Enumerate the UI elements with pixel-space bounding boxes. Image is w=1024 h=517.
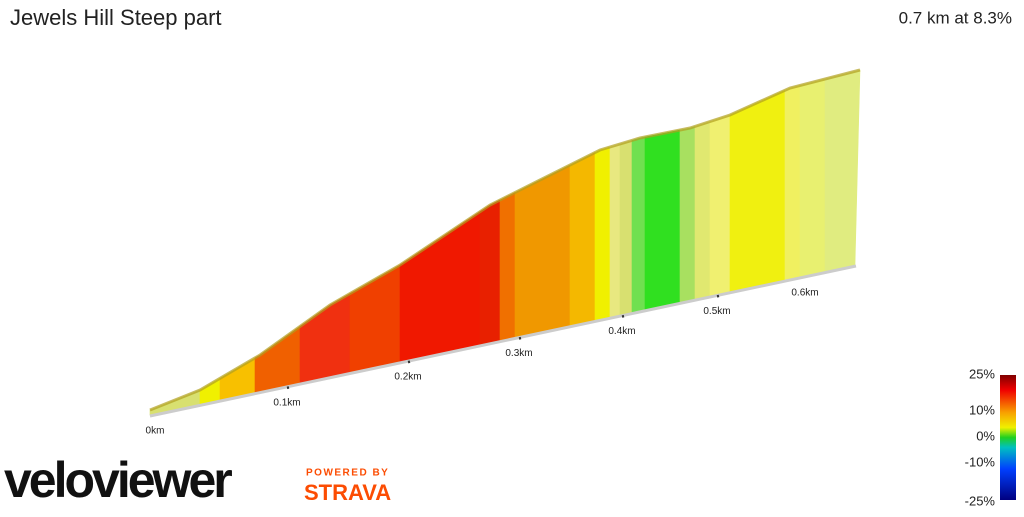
distance-label: 0.1km — [273, 397, 300, 408]
gradient-strip — [350, 265, 400, 372]
scale-label: 25% — [969, 366, 995, 381]
gradient-strip — [785, 85, 800, 279]
gradient-strip — [610, 144, 620, 317]
gradient-strip — [680, 126, 695, 302]
distance-label: 0.3km — [505, 348, 532, 359]
logo: veloviewer — [4, 452, 232, 508]
scale-label: 0% — [976, 428, 995, 443]
scale-label: 10% — [969, 402, 995, 417]
gradient-strip — [500, 193, 515, 341]
gradient-strip — [255, 326, 300, 392]
gradient-strip — [800, 79, 825, 277]
gradient-strip — [632, 137, 645, 312]
title: Jewels Hill Steep part — [10, 5, 222, 30]
distance-label: 0.5km — [703, 306, 730, 317]
scale-label: -10% — [965, 454, 996, 469]
summary: 0.7 km at 8.3% — [899, 8, 1012, 27]
gradient-strip — [595, 147, 610, 320]
scale-label: -25% — [965, 493, 996, 508]
gradient-strip — [480, 200, 500, 345]
elevation-profile — [150, 70, 860, 416]
gradient-strip — [730, 90, 785, 291]
gradient-strip — [620, 140, 632, 315]
distance-label: 0.2km — [394, 372, 421, 383]
gradient-strip — [710, 115, 730, 296]
distance-label: 0km — [146, 426, 165, 437]
powered-by: POWERED BY — [306, 468, 389, 479]
gradient-strip — [825, 70, 860, 271]
distance-label: 0.4km — [608, 326, 635, 337]
gradient-strip — [515, 165, 570, 337]
gradient-strip — [645, 130, 680, 310]
gradient-scale-labels: 25% 10% 0% -10% -25% — [965, 366, 996, 508]
strava: STRAVA — [304, 480, 391, 505]
gradient-scale-bar — [1000, 375, 1016, 500]
distance-label: 0.6km — [791, 287, 818, 298]
gradient-strip — [570, 153, 595, 326]
gradient-strip — [695, 122, 710, 300]
gradient-strip — [400, 212, 480, 362]
